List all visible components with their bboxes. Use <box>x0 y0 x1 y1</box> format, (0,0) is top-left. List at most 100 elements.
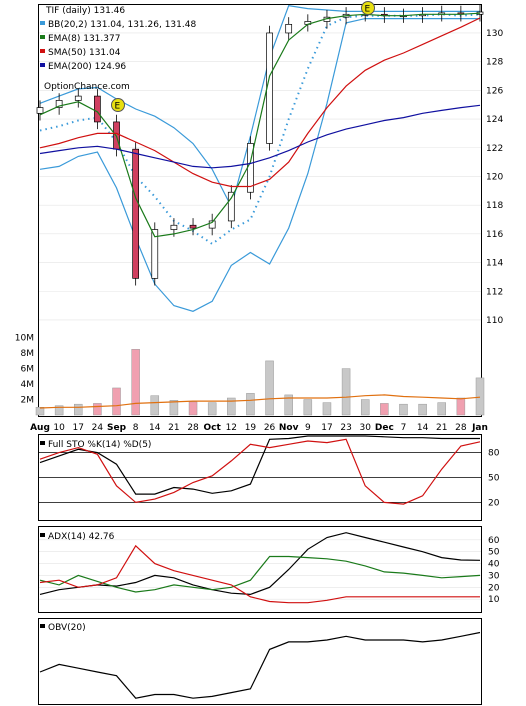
adx-tick-label: 40 <box>488 560 500 570</box>
x-axis-label: 10 <box>53 423 65 433</box>
price-tick-label: 114 <box>486 259 503 269</box>
axis-labels: 13012812612412212011811611411211010M8M6M… <box>15 29 504 605</box>
price-tick-label: 126 <box>486 86 503 96</box>
x-axis-label: Nov <box>279 423 299 433</box>
candle-body <box>74 95 82 101</box>
x-axis-label: Sep <box>107 423 127 433</box>
x-axis-label: 7 <box>401 423 407 433</box>
chart-title: TIF (daily) 131.46 <box>45 6 125 16</box>
adx-tick-label: 30 <box>488 571 500 581</box>
volume-average-line <box>39 394 481 409</box>
x-axis-label: 17 <box>73 423 84 433</box>
candle-body <box>55 100 63 108</box>
volume-bar <box>322 402 332 416</box>
legend-swatch-ema8 <box>40 35 45 39</box>
volume-tick-label: 4M <box>21 380 35 390</box>
x-axis-label: 14 <box>149 423 161 433</box>
x-axis-label: Jan <box>471 423 488 433</box>
volume-tick-label: 8M <box>21 349 35 359</box>
x-axis-label: 12 <box>226 423 237 433</box>
price-tick-label: 110 <box>486 316 503 326</box>
x-axis-label: 9 <box>305 423 311 433</box>
x-axis-label: Aug <box>30 423 50 433</box>
volume-tick-label: 2M <box>21 396 35 406</box>
grid-lines <box>39 32 481 600</box>
volume-bar <box>207 402 217 416</box>
x-axis-label: 26 <box>264 423 276 433</box>
legend-ema200: EMA(200) 124.96 <box>48 62 126 72</box>
stoch-label: Full STO %K(14) %D(5) <box>48 440 151 450</box>
price-tick-label: 122 <box>486 144 503 154</box>
volume-bar <box>169 400 179 416</box>
minus-di-line <box>39 544 480 604</box>
legend-sma50: SMA(50) 131.04 <box>48 48 121 58</box>
volume-bar <box>418 403 427 416</box>
volume-bar <box>303 399 313 416</box>
bollinger-bands <box>39 5 481 312</box>
x-axis-label: Oct <box>204 423 222 433</box>
legend-bb: BB(20,2) 131.04, 131.26, 131.48 <box>48 20 196 30</box>
x-axis-label: 28 <box>455 423 467 433</box>
volume-bar <box>74 403 83 416</box>
candle-body <box>94 95 101 123</box>
watermark: OptionChance.com <box>44 82 130 92</box>
obv-line <box>39 631 481 699</box>
volume-bar <box>112 387 121 416</box>
obv-panel-frame <box>38 618 482 705</box>
x-axis-label: 21 <box>436 423 447 433</box>
adx-panel-frame <box>38 526 482 613</box>
volume-bar <box>188 401 198 416</box>
x-axis-label: Dec <box>375 423 394 433</box>
volume-bar <box>246 393 255 416</box>
price-panel-frame <box>38 4 482 417</box>
volume-bar <box>437 402 446 416</box>
legend: TIF (daily) 131.46 BB(20,2) 131.04, 131.… <box>40 6 196 92</box>
stoch-swatch <box>40 441 45 445</box>
candle-body <box>151 229 159 279</box>
adx-label: ADX(14) 42.76 <box>48 532 115 542</box>
ema200-line <box>39 104 481 169</box>
price-tick-label: 128 <box>486 58 503 68</box>
adx-tick-label: 10 <box>488 595 500 605</box>
obv-label: OBV(20) <box>48 623 86 633</box>
volume-bar <box>341 368 351 416</box>
indicator-lines <box>39 435 481 699</box>
candle-body <box>132 148 140 279</box>
legend-swatch-ema200 <box>40 63 45 67</box>
x-axis-label: 23 <box>340 423 351 433</box>
volume-bar <box>475 377 485 416</box>
volume-bar <box>54 405 64 416</box>
volume-bar <box>93 403 102 416</box>
stoch-panel-frame <box>38 434 482 521</box>
x-axis-label: 19 <box>245 423 257 433</box>
moving-averages <box>39 12 481 238</box>
price-tick-label: 112 <box>486 287 503 297</box>
earnings-marker-nov: E <box>361 1 375 15</box>
stoch-tick-label: 50 <box>488 474 500 484</box>
candle-body <box>189 224 197 229</box>
candle-body <box>170 224 178 230</box>
legend-swatch-sma50 <box>40 49 45 53</box>
price-tick-label: 120 <box>486 172 503 182</box>
price-tick-label: 118 <box>486 201 503 211</box>
x-axis-label: 21 <box>168 423 179 433</box>
adx-tick-label: 50 <box>488 548 500 558</box>
stoch-d-line <box>39 438 481 505</box>
x-axis-label: 8 <box>133 423 139 433</box>
volume-tick-label: 6M <box>21 365 35 375</box>
price-tick-label: 130 <box>486 29 503 39</box>
volume-bar <box>227 397 236 416</box>
x-axis-label: 30 <box>359 423 371 433</box>
volume-bars <box>35 349 485 416</box>
adx-swatch <box>40 533 45 537</box>
stoch-tick-label: 20 <box>488 498 500 508</box>
x-axis-label: 17 <box>321 423 332 433</box>
legend-ema8: EMA(8) 131.377 <box>48 34 120 44</box>
volume-bar <box>265 360 274 416</box>
volume-bar <box>360 399 370 416</box>
adx-tick-label: 60 <box>488 536 500 546</box>
stoch-k-line <box>39 435 480 495</box>
plus-di-line <box>39 555 481 593</box>
obv-swatch <box>40 624 45 628</box>
ema8-line <box>39 12 481 238</box>
